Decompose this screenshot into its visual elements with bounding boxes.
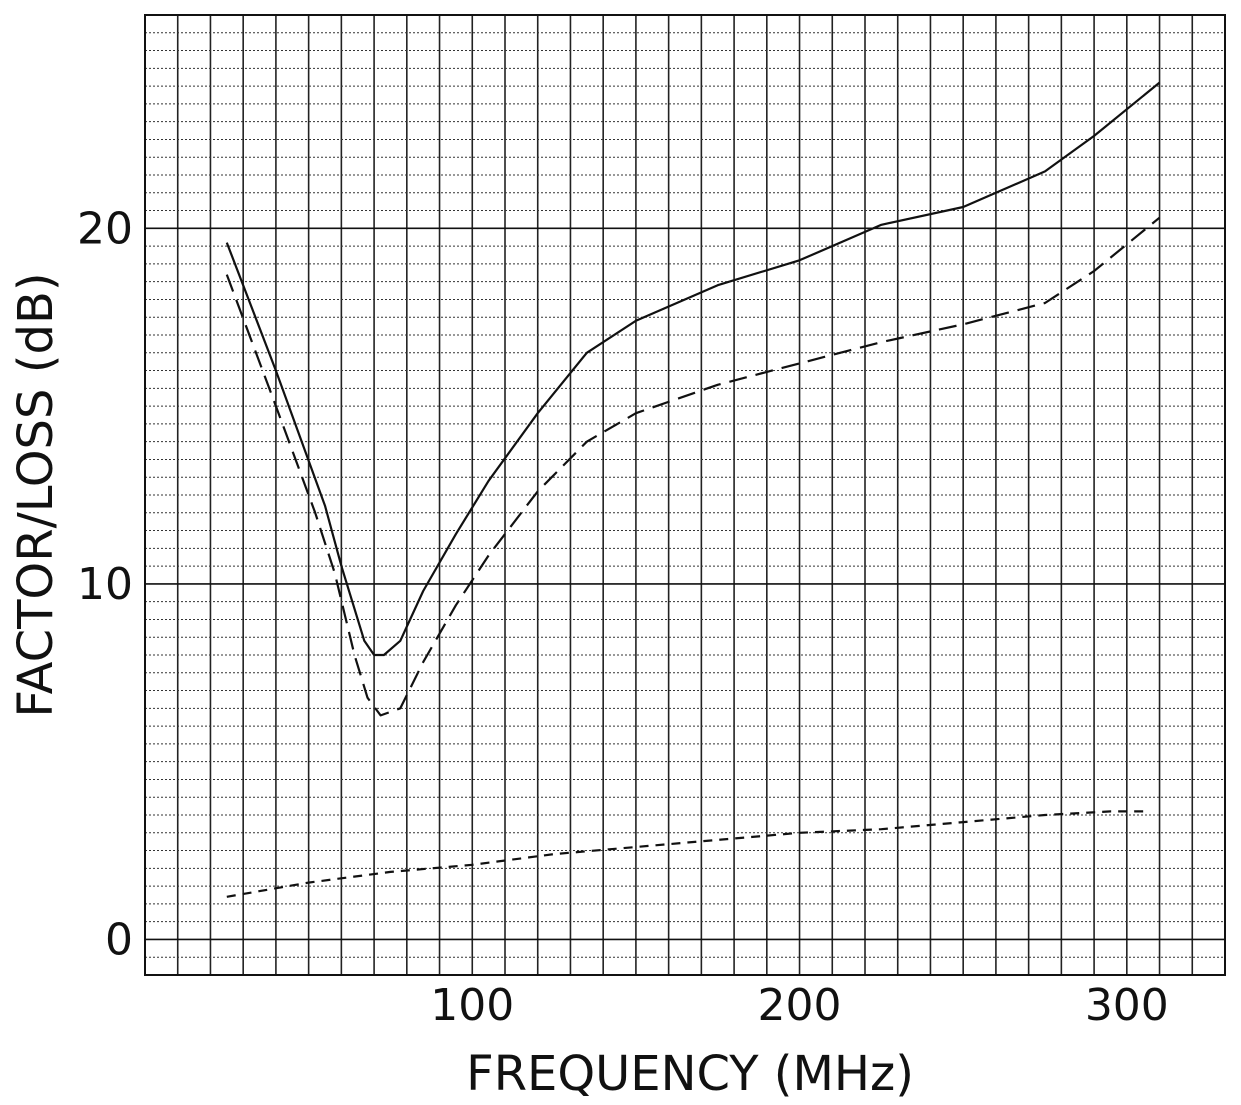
grid-major <box>145 227 1225 941</box>
grid-minor <box>145 15 1225 975</box>
plot-frame <box>144 14 1226 976</box>
x-tick-label: 300 <box>1085 980 1169 1031</box>
y-tick-label: 10 <box>77 559 133 610</box>
series-line-2 <box>225 216 1161 717</box>
series-layer <box>225 81 1161 898</box>
y-tick-label: 20 <box>77 203 133 254</box>
y-axis-title: FACTOR/LOSS (dB) <box>8 272 64 717</box>
series-line-3 <box>226 810 1144 898</box>
x-tick-label: 200 <box>758 980 842 1031</box>
series-line-1 <box>225 81 1161 657</box>
x-tick-labels: 100 200 300 <box>430 980 1169 1031</box>
x-axis-title: FREQUENCY (MHz) <box>466 1046 914 1102</box>
y-tick-labels: 0 10 20 <box>77 203 133 965</box>
y-tick-label: 0 <box>105 914 133 965</box>
x-tick-label: 100 <box>430 980 514 1031</box>
